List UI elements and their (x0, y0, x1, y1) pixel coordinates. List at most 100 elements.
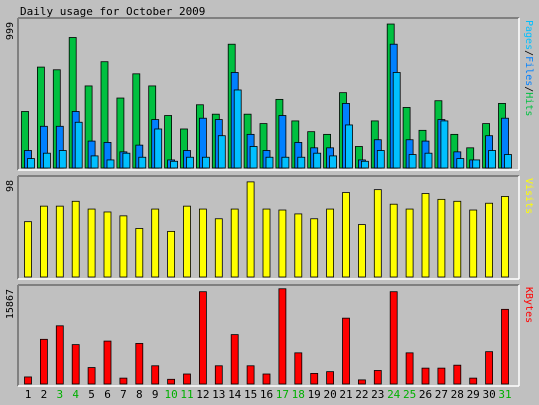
bar-kbytes-day-1 (24, 376, 32, 385)
bar-pages-day-4 (74, 121, 83, 169)
bar-visits-day-18 (294, 213, 303, 278)
bar-visits-day-29 (469, 209, 478, 278)
bar-pages-day-20 (329, 155, 338, 169)
bar-pages-day-30 (488, 150, 497, 169)
bar-kbytes-day-25 (405, 352, 414, 385)
bar-kbytes-day-14 (230, 334, 239, 385)
bar-pages-day-22 (360, 160, 369, 169)
bar-visits-day-17 (278, 209, 287, 278)
panel-1: 98 Visits (5, 175, 534, 280)
bar-kbytes-day-6 (103, 340, 112, 385)
x-tick-label-15: 15 (244, 388, 257, 401)
bar-visits-day-1 (24, 221, 32, 278)
x-tick-label-13: 13 (212, 388, 225, 401)
bar-pages-day-23 (376, 150, 385, 169)
bar-visits-day-24 (389, 203, 398, 278)
bar-pages-day-13 (217, 135, 226, 169)
ylabel-part-2-0: KBytes (523, 287, 534, 323)
x-tick-label-16: 16 (260, 388, 273, 401)
ymax-label-1: 98 (5, 180, 16, 192)
bar-visits-day-28 (453, 200, 462, 278)
bar-visits-day-10 (167, 230, 176, 278)
panel-2: 15867 KBytes (5, 284, 534, 387)
panel-background (18, 285, 519, 386)
bar-pages-day-11 (186, 156, 194, 169)
x-tick-label-17: 17 (276, 388, 289, 401)
bar-pages-day-27 (440, 120, 449, 169)
x-tick-label-19: 19 (308, 388, 321, 401)
bar-kbytes-day-15 (246, 365, 255, 385)
bar-pages-day-10 (170, 160, 179, 169)
bar-kbytes-day-7 (119, 377, 128, 385)
ylabel-part-0-4: Hits (523, 92, 534, 116)
bar-pages-day-14 (233, 89, 242, 169)
bar-pages-day-5 (90, 155, 99, 169)
bar-kbytes-day-10 (167, 378, 176, 385)
bar-kbytes-day-18 (294, 352, 303, 385)
bar-kbytes-day-4 (71, 344, 80, 385)
x-tick-label-20: 20 (323, 388, 336, 401)
x-tick-label-29: 29 (467, 388, 480, 401)
bar-kbytes-day-24 (389, 291, 398, 385)
bar-visits-day-25 (405, 208, 414, 278)
x-tick-label-22: 22 (355, 388, 368, 401)
x-tick-label-24: 24 (387, 388, 401, 401)
bar-pages-day-28 (456, 158, 465, 169)
x-tick-label-30: 30 (482, 388, 495, 401)
bar-kbytes-day-19 (310, 373, 319, 385)
bar-visits-day-5 (87, 208, 96, 278)
bar-visits-day-27 (437, 198, 446, 278)
bar-visits-day-19 (310, 218, 319, 278)
bar-visits-day-16 (262, 208, 271, 278)
x-tick-label-9: 9 (152, 388, 159, 401)
bar-visits-day-3 (55, 205, 64, 278)
bar-visits-day-31 (501, 196, 509, 278)
bar-pages-day-31 (504, 154, 512, 169)
bar-kbytes-day-2 (40, 338, 48, 385)
bar-visits-day-23 (373, 189, 382, 278)
bar-kbytes-day-31 (501, 308, 509, 385)
bar-kbytes-day-22 (357, 379, 366, 385)
chart-title: Daily usage for October 2009 (20, 5, 205, 18)
bar-pages-day-24 (392, 72, 401, 169)
bar-kbytes-day-9 (151, 365, 160, 385)
bar-kbytes-day-29 (469, 377, 478, 385)
ylabel-part-1-0: Visits (523, 178, 534, 214)
ylabel-2: KBytes (523, 287, 534, 323)
ylabel-part-0-2: Files (523, 56, 534, 86)
bar-visits-day-20 (326, 208, 335, 278)
bar-pages-day-8 (138, 156, 147, 169)
ylabel-1: Visits (523, 178, 534, 214)
bar-visits-day-11 (183, 205, 191, 278)
bar-visits-day-7 (119, 215, 128, 278)
bar-kbytes-day-23 (373, 370, 382, 385)
bar-pages-day-29 (472, 159, 481, 169)
x-tick-label-5: 5 (88, 388, 95, 401)
x-tick-label-18: 18 (292, 388, 305, 401)
bar-visits-day-6 (103, 211, 112, 278)
x-tick-label-11: 11 (180, 388, 193, 401)
bar-pages-day-7 (122, 152, 131, 169)
bar-visits-day-21 (342, 192, 350, 278)
bar-kbytes-day-8 (135, 343, 144, 385)
bar-kbytes-day-26 (421, 367, 430, 385)
bar-pages-day-1 (27, 158, 35, 169)
bar-pages-day-17 (281, 156, 290, 169)
bar-kbytes-day-27 (437, 367, 446, 385)
bar-pages-day-12 (201, 156, 210, 169)
x-tick-label-12: 12 (196, 388, 209, 401)
bar-kbytes-day-28 (453, 364, 462, 385)
ylabel-part-0-3: / (523, 86, 534, 92)
x-tick-label-7: 7 (120, 388, 127, 401)
ylabel-0: Pages/Files/Hits (523, 20, 534, 116)
bar-pages-day-18 (297, 156, 306, 169)
bar-kbytes-day-12 (198, 291, 207, 385)
bar-visits-day-22 (357, 224, 366, 278)
ylabel-part-0-0: Pages (523, 20, 534, 50)
ylabel-part-0-1: / (523, 50, 534, 56)
bar-visits-day-15 (246, 181, 255, 278)
bar-pages-day-26 (424, 152, 433, 169)
ymax-label-0: 999 (5, 22, 16, 40)
x-tick-label-3: 3 (56, 388, 63, 401)
